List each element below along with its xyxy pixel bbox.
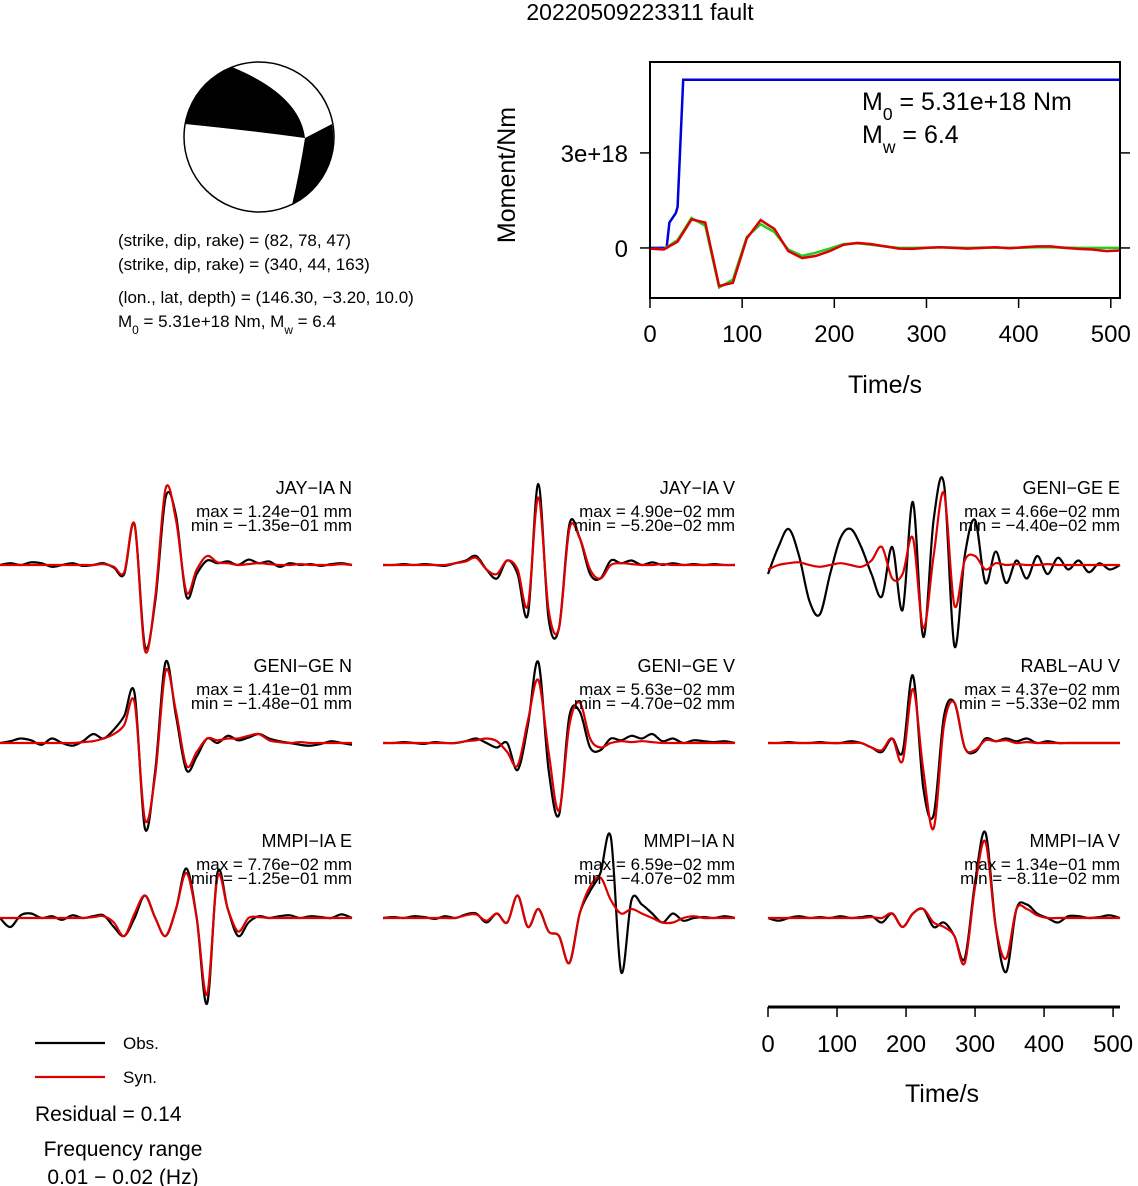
x-tick-label: 400 [1024,1031,1064,1058]
y-tick-label: 3e+18 [561,141,628,168]
x-tick-label: 0 [643,321,656,348]
min-label: min = −8.11e−02 mm [960,869,1120,888]
x-tick-label: 100 [817,1031,857,1058]
station-label: MMPI−IA E [261,831,352,851]
obs-trace [0,867,353,1005]
max-label: max = 4.90e−02 mm [579,502,735,521]
min-label: min = −5.20e−02 mm [574,516,735,535]
station-label: JAY−IA V [660,478,735,498]
station-label: MMPI−IA V [1029,831,1120,851]
mechanism-text: (strike, dip, rake) = (340, 44, 163) [118,255,370,274]
text-part: M [118,312,132,331]
min-label: min = −1.35e−01 mm [191,516,352,535]
max-label: max = 7.76e−02 mm [196,855,352,874]
min-label: min = −1.25e−01 mm [191,869,352,888]
x-tick-label: 400 [999,321,1039,348]
legend-label: Obs. [123,1034,159,1053]
syn-trace [382,496,735,636]
x-axis-label: Time/s [905,1080,979,1108]
max-label: max = 6.59e−02 mm [579,855,735,874]
syn-trace [767,491,1120,630]
min-label: min = −4.40e−02 mm [959,516,1120,535]
text-part: = 5.31e+18 Nm, M [139,312,285,331]
subscript: 0 [132,323,139,337]
x-tick-label: 0 [761,1031,774,1058]
residual: Residual = 0.14 [35,1103,182,1126]
moment-line [649,217,1121,288]
min-label: min = −4.70e−02 mm [574,694,735,713]
text-part: = 5.31e+18 Nm [893,88,1072,116]
max-label: max = 1.41e−01 mm [196,680,352,699]
syn-trace [383,678,735,812]
annotation: Mw = 6.4 [862,121,959,157]
syn-trace [383,875,735,965]
y-tick-label: 0 [615,236,628,263]
frequency-label: Frequency range [44,1138,203,1161]
station-label: GENI−GE E [1022,478,1120,498]
x-tick-label: 300 [906,321,946,348]
mechanism-text: (lon., lat, depth) = (146.30, −3.20, 10.… [118,288,414,307]
max-label: max = 4.37e−02 mm [964,680,1120,699]
syn-trace [0,667,352,824]
max-label: max = 1.24e−01 mm [196,502,352,521]
beachball-quadrant [185,67,305,138]
syn-trace [768,839,1120,966]
y-axis-label: Moment/Nm [493,107,521,243]
max-label: max = 4.66e−02 mm [964,502,1120,521]
moment-text: M0 = 5.31e+18 Nm, Mw = 6.4 [118,312,336,337]
obs-trace [766,476,1121,649]
title: 20220509223311 fault [526,0,754,25]
x-tick-label: 200 [814,321,854,348]
station-label: GENI−GE V [637,656,735,676]
text-part: = 6.4 [293,312,336,331]
text-part: M [862,121,883,149]
syn-trace [0,484,353,654]
x-tick-label: 200 [886,1031,926,1058]
min-label: min = −1.48e−01 mm [191,694,352,713]
beachball-quadrant [292,124,334,205]
subscript: w [882,137,896,157]
x-tick-label: 500 [1093,1031,1133,1058]
station-label: GENI−GE N [253,656,352,676]
min-label: min = −5.33e−02 mm [959,694,1120,713]
text-part: = 6.4 [895,121,958,149]
x-axis-label: Time/s [848,371,922,399]
annotation: M0 = 5.31e+18 Nm [862,88,1072,124]
x-tick-label: 100 [722,321,762,348]
x-tick-label: 500 [1091,321,1131,348]
plot-frame [649,61,1121,299]
station-label: RABL−AU V [1020,656,1120,676]
text-part: M [862,88,883,116]
obs-trace [767,830,1121,974]
mechanism-text: (strike, dip, rake) = (82, 78, 47) [118,231,351,250]
legend-label: Syn. [123,1068,157,1087]
frequency-range: 0.01 − 0.02 (Hz) [47,1166,198,1186]
moment-line [649,216,1120,290]
station-label: JAY−IA N [276,478,352,498]
max-label: max = 1.34e−01 mm [964,855,1120,874]
subscript: 0 [883,104,893,124]
beachball [183,61,335,213]
min-label: min = −4.07e−02 mm [574,869,735,888]
x-tick-label: 300 [955,1031,995,1058]
subscript: w [283,323,293,337]
syn-trace [768,687,1120,831]
syn-trace [0,871,352,996]
station-label: MMPI−IA N [643,831,735,851]
max-label: max = 5.63e−02 mm [579,680,735,699]
